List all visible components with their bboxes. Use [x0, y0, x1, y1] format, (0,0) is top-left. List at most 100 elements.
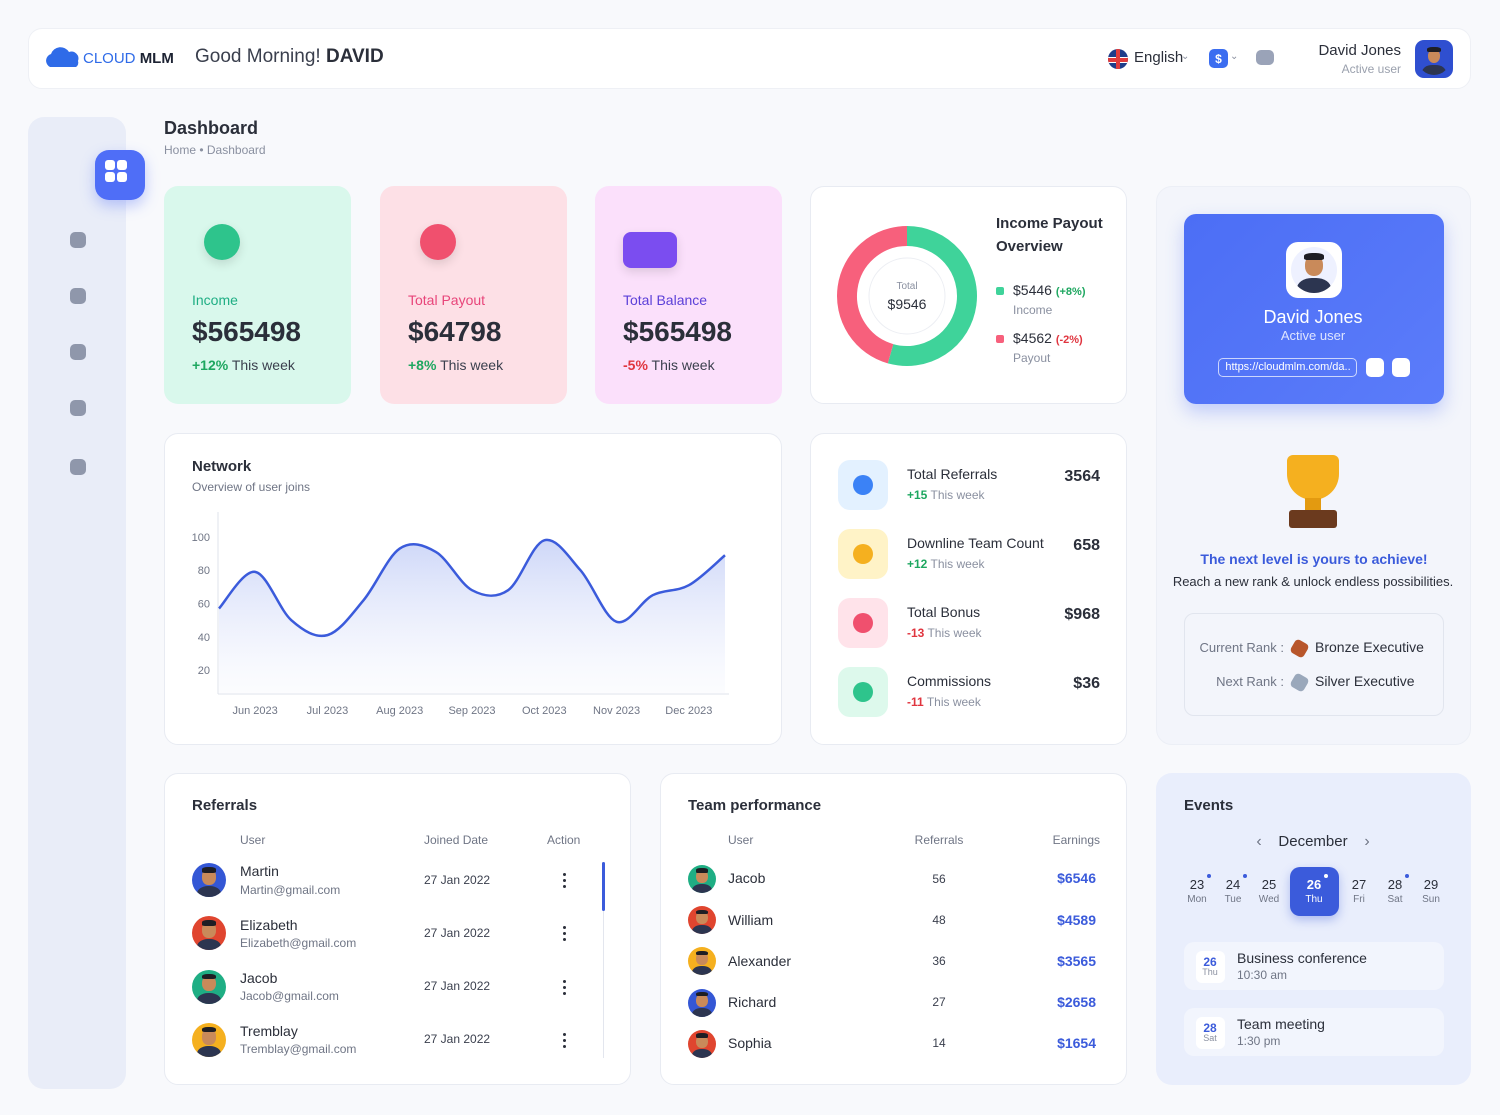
- user-name: David Jones: [1318, 41, 1401, 59]
- action-dot: [563, 879, 566, 882]
- event-dot: [1207, 874, 1211, 878]
- sidebar-icon-shape: [70, 400, 86, 416]
- card-period: This week: [440, 357, 504, 373]
- column-header: Referrals: [914, 832, 964, 847]
- avatar: [192, 1022, 226, 1057]
- member-name: Alexander: [728, 952, 792, 969]
- member-name: Richard: [728, 993, 777, 1010]
- breadcrumb-item: Dashboard: [206, 143, 266, 157]
- profile-url: https://cloudmlm.com/da..: [1218, 358, 1357, 377]
- sidebar-icon[interactable]: [67, 230, 89, 250]
- network-subtitle: Overview of user joins: [192, 479, 311, 494]
- next-rank-label: Next Rank :: [1216, 673, 1284, 689]
- card-change-row: +12% This week: [192, 357, 295, 373]
- event-day: 26: [1203, 954, 1217, 969]
- action-menu[interactable]: [559, 978, 571, 996]
- sidebar-icon[interactable]: [67, 398, 89, 418]
- prev-month[interactable]: ‹: [1256, 833, 1262, 851]
- sidebar-icon-shape: [70, 288, 86, 304]
- logo-cloud: [46, 47, 79, 67]
- flag-cross-v: [1116, 49, 1120, 69]
- action-dot: [563, 1038, 566, 1042]
- share-button[interactable]: [1392, 358, 1410, 377]
- member-referrals: 14: [932, 1036, 946, 1051]
- avatar-face: [1304, 255, 1324, 277]
- day-weekday: Tue: [1224, 893, 1242, 905]
- breadcrumb-item[interactable]: Home: [164, 143, 197, 157]
- stat-value: $36: [1073, 675, 1100, 693]
- current-rank: Bronze Executive: [1315, 639, 1424, 656]
- member-earnings: $1654: [1057, 1035, 1096, 1052]
- avatar-hair: [695, 950, 709, 956]
- card-label: Total Balance: [623, 292, 708, 309]
- trophy-cup: [1287, 455, 1339, 500]
- greeting-name: DAVID: [325, 46, 384, 67]
- stat-value: 658: [1073, 537, 1100, 555]
- avatar-body: [691, 925, 713, 935]
- day-weekday: Sat: [1387, 893, 1403, 905]
- card-period: This week: [231, 357, 295, 373]
- stat-period: This week: [930, 557, 985, 571]
- rank-box: [1184, 613, 1444, 716]
- sidebar: [28, 117, 126, 1089]
- member-referrals: 36: [932, 953, 946, 968]
- stat-change-row: -13 This week: [907, 626, 982, 640]
- stat-icon: [838, 598, 888, 648]
- event-dot: [1324, 874, 1328, 878]
- header-avatar: [1415, 40, 1453, 78]
- stat-change-row: -11 This week: [907, 695, 981, 709]
- trophy-stem: [1305, 498, 1321, 512]
- greeting-text: Good Morning!: [195, 46, 321, 67]
- profile-status: Active user: [1280, 327, 1346, 343]
- events-title: Events: [1184, 796, 1234, 814]
- day-number[interactable]: 26: [1306, 876, 1322, 892]
- referral-date: 27 Jan 2022: [424, 925, 491, 940]
- chat-icon[interactable]: [1256, 50, 1274, 65]
- event-title: Team meeting: [1237, 1016, 1325, 1033]
- day-number[interactable]: 28: [1387, 876, 1403, 892]
- donut-title: Income Payout Overview: [996, 215, 1103, 255]
- current-rank-label: Current Rank :: [1199, 639, 1284, 655]
- copy-button[interactable]: [1366, 358, 1384, 377]
- stat-label: Commissions: [907, 673, 992, 690]
- day-number[interactable]: 25: [1261, 876, 1277, 892]
- stat-icon: [838, 529, 888, 579]
- language-caret: ⌄: [1181, 50, 1190, 62]
- language-selector[interactable]: English: [1134, 48, 1184, 66]
- avatar: [688, 865, 716, 893]
- member-name: Jacob: [728, 870, 766, 887]
- avatar-face: [696, 911, 708, 925]
- avatar-hair: [695, 1033, 709, 1038]
- day-number[interactable]: 29: [1423, 876, 1439, 892]
- action-menu[interactable]: [559, 1031, 571, 1049]
- card-change-row: -5% This week: [623, 357, 715, 373]
- day-number[interactable]: 23: [1189, 876, 1205, 892]
- logo-text: CLOUD MLM: [83, 50, 174, 67]
- member-referrals: 27: [932, 995, 946, 1010]
- day-number[interactable]: 24: [1225, 876, 1241, 892]
- action-menu[interactable]: [559, 871, 571, 889]
- day-weekday: Sun: [1422, 893, 1440, 905]
- next-month[interactable]: ›: [1364, 833, 1370, 851]
- avatar: [192, 969, 226, 1004]
- action-dot: [563, 938, 566, 942]
- selected-day[interactable]: [1290, 867, 1339, 916]
- action-dot: [563, 932, 566, 936]
- day-number[interactable]: 27: [1351, 876, 1367, 892]
- referral-name: Martin: [240, 863, 279, 880]
- referrals-title: Referrals: [192, 796, 258, 814]
- sidebar-active-button[interactable]: [95, 150, 145, 200]
- card-change: +12%: [192, 357, 229, 373]
- sidebar-icon[interactable]: [67, 457, 89, 477]
- legend-label: Payout: [1013, 350, 1051, 365]
- sidebar-icon-shape: [70, 232, 86, 248]
- rank-subtext: Reach a new rank & unlock endless possib…: [1172, 573, 1454, 589]
- referral-date: 27 Jan 2022: [424, 1032, 491, 1047]
- action-menu[interactable]: [559, 924, 571, 942]
- referrals-card: [164, 773, 631, 1085]
- team-card: [660, 773, 1127, 1085]
- sidebar-icon[interactable]: [67, 286, 89, 306]
- currency-badge[interactable]: $: [1209, 49, 1228, 68]
- day-weekday: Mon: [1187, 893, 1207, 905]
- sidebar-icon[interactable]: [67, 342, 89, 362]
